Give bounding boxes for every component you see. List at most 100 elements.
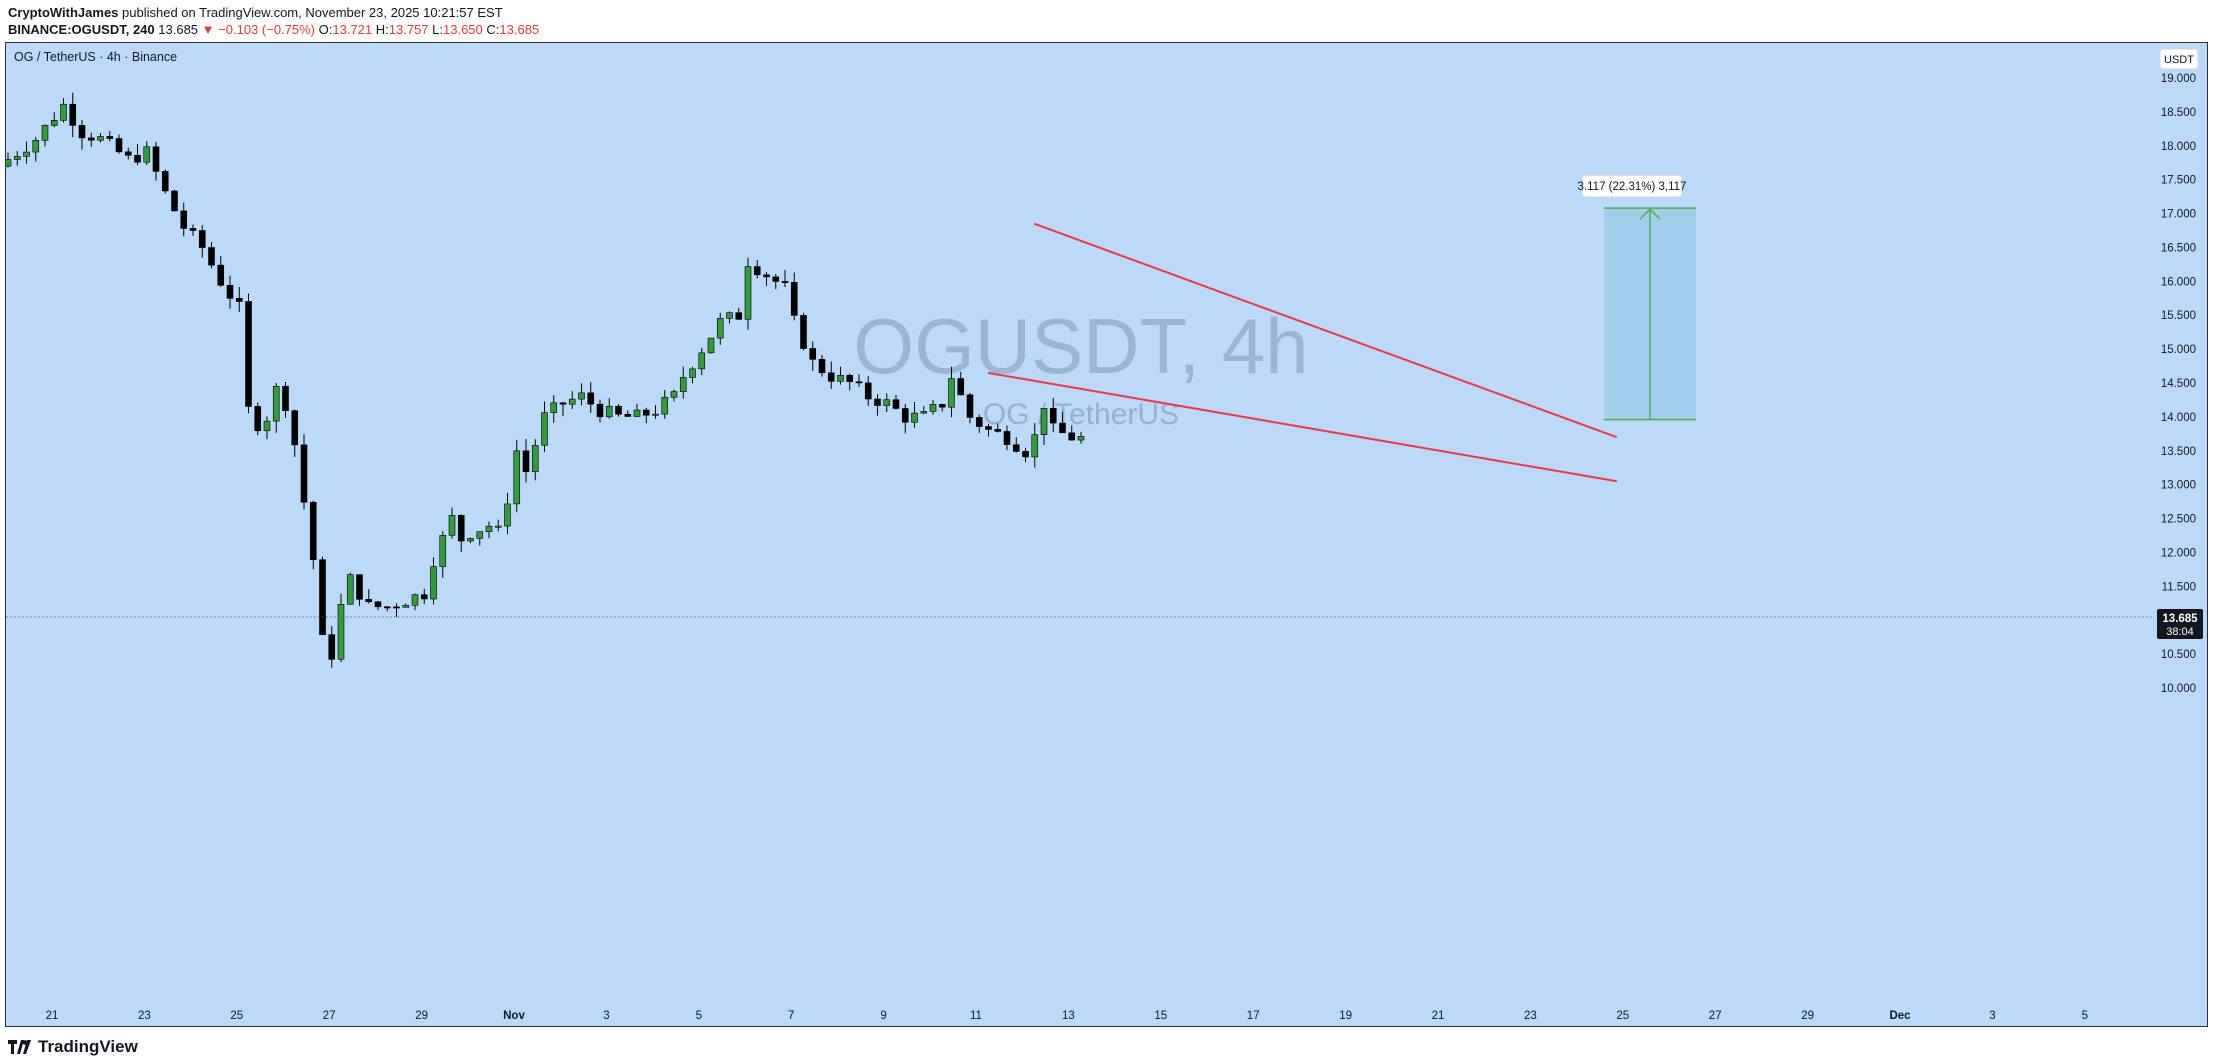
- candles-layer: [6, 92, 1085, 668]
- high-label: H:: [375, 22, 389, 37]
- lower-trendline[interactable]: [987, 371, 1617, 483]
- close-label: C:: [486, 22, 500, 37]
- measure-label: 3.117 (22.31%) 3,117: [1578, 174, 1687, 198]
- time-tick-label: 9: [880, 1010, 886, 1022]
- close-value: 13.685: [499, 22, 540, 37]
- price-tick-label: 12.000: [2161, 547, 2196, 559]
- time-tick-label: 27: [1709, 1010, 1722, 1022]
- author-name[interactable]: CryptoWithJames: [8, 5, 119, 20]
- price-tick-label: 18.000: [2161, 141, 2196, 153]
- currency-label[interactable]: USDT: [2164, 54, 2194, 66]
- candle: [753, 260, 761, 279]
- candle: [411, 593, 419, 611]
- price-tick-label: 12.500: [2161, 514, 2196, 526]
- candle: [763, 271, 770, 286]
- publish-line: CryptoWithJames published on TradingView…: [8, 5, 503, 20]
- watermark-main: OGUSDT, 4h: [853, 302, 1308, 390]
- tradingview-logo[interactable]: TradingView: [8, 1037, 138, 1057]
- countdown-value: 38:04: [2166, 626, 2194, 638]
- time-tick-label: 13: [1062, 1010, 1075, 1022]
- candle: [596, 399, 604, 423]
- upper-trendline[interactable]: [1033, 222, 1618, 439]
- measure-label-text: 3.117 (22.31%) 3,117: [1578, 181, 1687, 193]
- candle: [430, 557, 437, 605]
- time-tick-label: 25: [1616, 1010, 1629, 1022]
- time-tick-label: Dec: [1889, 1010, 1911, 1022]
- price-tick-label: 15.500: [2161, 310, 2196, 322]
- candle: [32, 136, 40, 162]
- candle: [883, 393, 891, 412]
- candle: [716, 312, 724, 345]
- candle: [568, 391, 576, 410]
- candle: [1049, 397, 1057, 433]
- candle: [531, 439, 539, 481]
- candle: [605, 398, 613, 419]
- chart-frame[interactable]: OGUSDT, 4h OG / TetherUS 3.117 (22.31%) …: [5, 42, 2208, 1027]
- candle: [827, 361, 835, 389]
- candle: [698, 347, 706, 376]
- candle: [735, 307, 743, 320]
- time-tick-label: 21: [46, 1010, 59, 1022]
- price-range-measure[interactable]: [1604, 207, 1696, 421]
- price-tick-label: 17.500: [2161, 175, 2196, 187]
- candle: [143, 141, 151, 166]
- price-change: −0.103 (−0.75%): [218, 22, 316, 37]
- candle: [1068, 425, 1076, 441]
- candle: [726, 311, 733, 324]
- candle: [309, 500, 317, 570]
- candle: [23, 141, 30, 164]
- candle: [328, 626, 336, 668]
- candle: [846, 373, 854, 391]
- price-tick-label: 10.000: [2161, 683, 2196, 695]
- time-tick-label: 27: [323, 1010, 336, 1022]
- time-tick-label: 29: [1801, 1010, 1814, 1022]
- candle: [652, 405, 659, 419]
- price-tick-label: 15.000: [2161, 344, 2196, 356]
- candle: [966, 392, 974, 424]
- candle: [124, 147, 132, 160]
- price-tick-label: 19.000: [2161, 73, 2196, 85]
- candle: [855, 374, 863, 387]
- price-chart[interactable]: OGUSDT, 4h OG / TetherUS 3.117 (22.31%) …: [6, 43, 2207, 1026]
- candle: [920, 406, 928, 415]
- time-tick-label: 3: [1989, 1010, 1995, 1022]
- open-value: 13.721: [332, 22, 373, 37]
- candle: [948, 366, 955, 418]
- candle: [892, 395, 900, 410]
- candle: [615, 404, 622, 417]
- candle: [393, 603, 400, 617]
- candle: [587, 382, 595, 413]
- candle: [13, 150, 21, 166]
- drawings-layer: 3.117 (22.31%) 3,117: [987, 174, 1696, 483]
- candle: [938, 403, 946, 412]
- time-tick-label: 25: [230, 1010, 243, 1022]
- candle: [319, 556, 326, 635]
- low-label: L:: [432, 22, 443, 37]
- price-tick-label: 18.500: [2161, 107, 2196, 119]
- high-value: 13.757: [388, 22, 429, 37]
- candle: [282, 381, 289, 418]
- candle: [374, 601, 382, 611]
- currency-button[interactable]: USDT: [2159, 48, 2199, 70]
- candle: [87, 132, 95, 147]
- time-tick-label: 21: [1432, 1010, 1445, 1022]
- candle: [689, 366, 696, 384]
- time-tick-label: 5: [696, 1010, 702, 1022]
- low-value: 13.650: [443, 22, 483, 37]
- symbol-label: BINANCE:OGUSDT, 240: [8, 22, 155, 37]
- candle: [1022, 447, 1029, 463]
- time-tick-label: 23: [138, 1010, 151, 1022]
- candle: [189, 224, 197, 236]
- time-tick-label: 5: [2082, 1010, 2088, 1022]
- candle: [541, 401, 548, 452]
- candle: [957, 371, 965, 396]
- candle: [226, 275, 234, 309]
- price-tick-label: 13.500: [2161, 446, 2196, 458]
- candle: [744, 257, 752, 330]
- candle: [291, 409, 299, 457]
- candle: [994, 423, 1002, 433]
- price-tick-label: 11.500: [2162, 581, 2196, 593]
- candle: [50, 112, 58, 128]
- price-tick-label: 14.000: [2161, 412, 2196, 424]
- publish-header: CryptoWithJames published on TradingView…: [0, 0, 2213, 42]
